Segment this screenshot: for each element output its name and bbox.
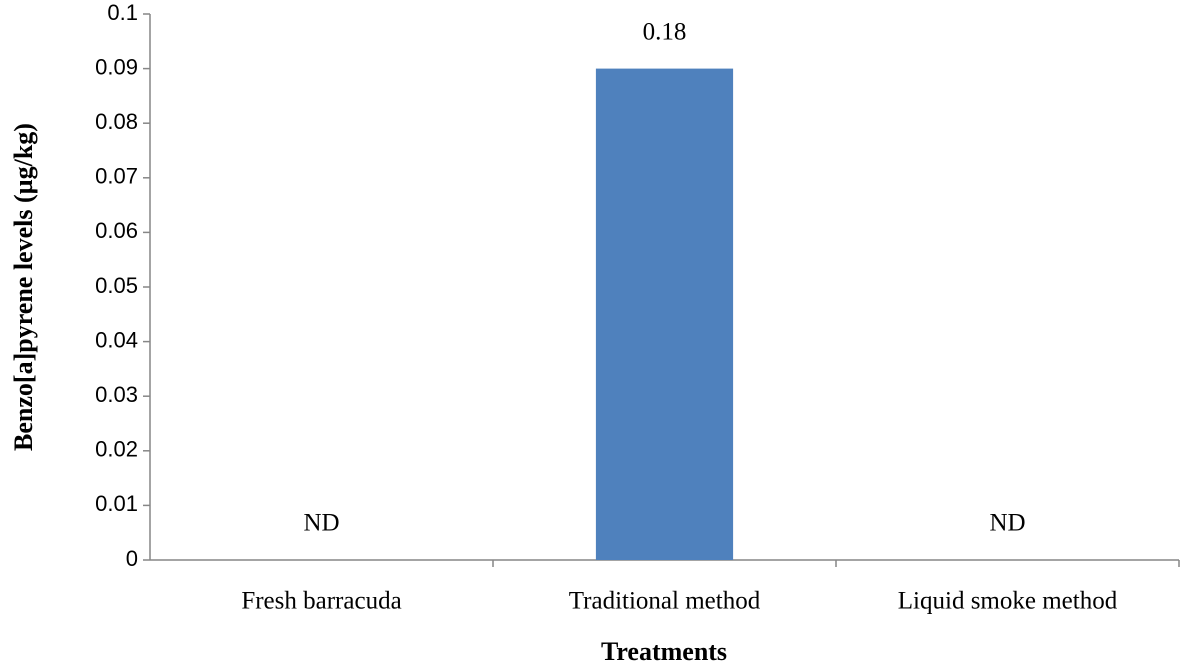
bar bbox=[595, 68, 734, 560]
x-tick-label: Traditional method bbox=[569, 588, 761, 615]
annotation: 0.18 bbox=[643, 18, 687, 45]
y-tick-label: 0.08 bbox=[95, 109, 138, 134]
annotation: ND bbox=[989, 510, 1025, 537]
y-axis-title: Benzo[a]pyrene levels (µg/kg) bbox=[9, 123, 38, 451]
x-tick-label: Liquid smoke method bbox=[898, 588, 1118, 615]
y-tick-label: 0.03 bbox=[95, 382, 138, 407]
x-tick-label: Fresh barracuda bbox=[241, 588, 401, 615]
y-tick-label: 0.05 bbox=[95, 273, 138, 298]
x-axis-title: Treatments bbox=[601, 637, 727, 666]
annotation: ND bbox=[303, 510, 339, 537]
y-tick-label: 0.06 bbox=[95, 218, 138, 243]
y-tick-label: 0.1 bbox=[107, 0, 138, 25]
y-tick-label: 0 bbox=[126, 546, 138, 571]
y-tick-label: 0.02 bbox=[95, 437, 138, 462]
y-tick-label: 0.04 bbox=[95, 327, 138, 352]
y-tick-label: 0.07 bbox=[95, 164, 138, 189]
y-tick-label: 0.01 bbox=[95, 491, 138, 516]
y-tick-label: 0.09 bbox=[95, 54, 138, 79]
